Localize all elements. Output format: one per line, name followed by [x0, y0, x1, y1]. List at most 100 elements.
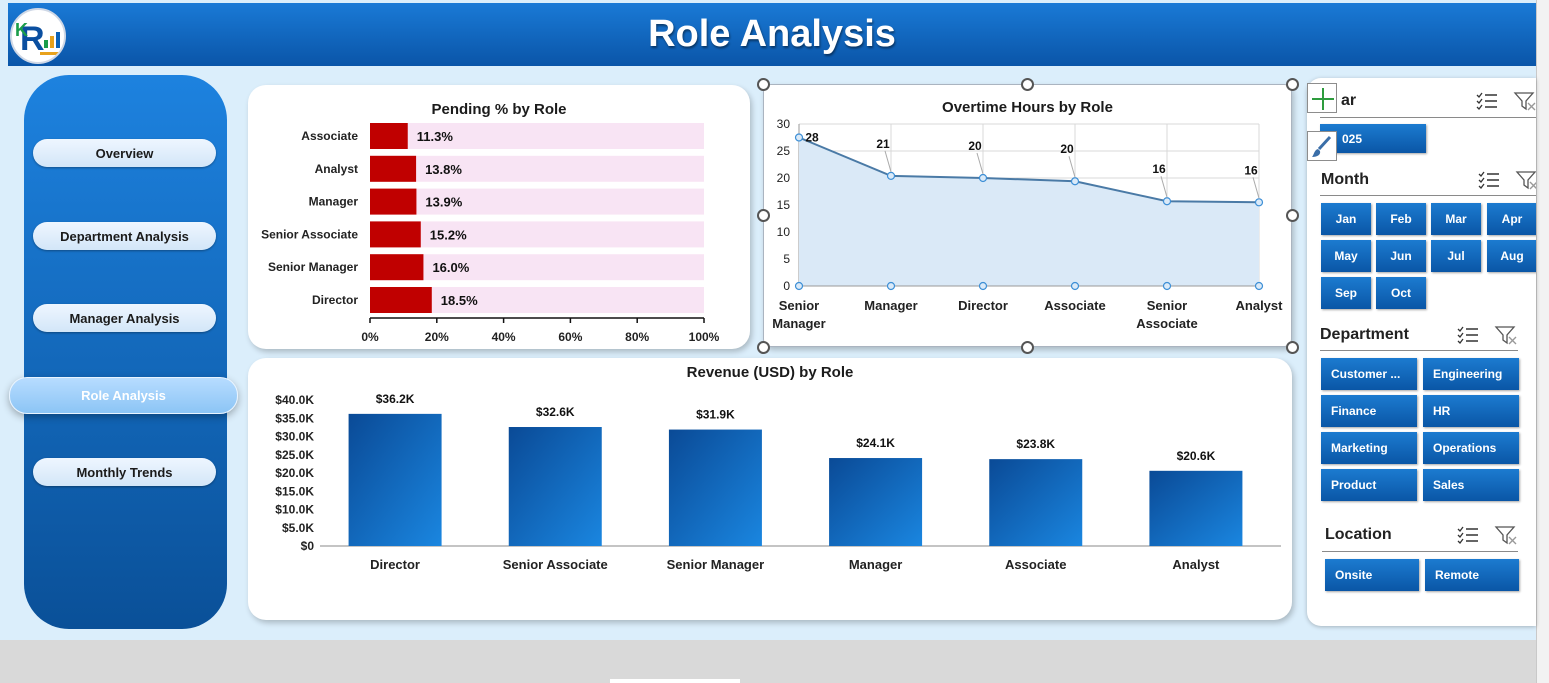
slicer-button[interactable]: Finance [1321, 395, 1417, 427]
category-label: Manager [309, 195, 359, 209]
slicer-button[interactable]: Engineering [1423, 358, 1519, 390]
nav-label: Manager Analysis [69, 310, 180, 326]
bar-track [370, 123, 704, 149]
slicer-divider [1320, 350, 1518, 351]
y-tick-label: 10 [777, 225, 791, 239]
x-tick-label: 60% [558, 330, 582, 344]
slicer-button[interactable]: Feb [1376, 203, 1426, 235]
category-label: Associate [1044, 298, 1105, 313]
bar [370, 221, 421, 248]
clear-filter-icon[interactable] [1494, 324, 1520, 346]
category-label: Analyst [1172, 557, 1220, 572]
overtime-chart-card[interactable]: Overtime Hours by Role 0 5 10 15 20 25 30 28 21 2… [763, 84, 1292, 347]
leader-line [1160, 176, 1168, 198]
style-button[interactable] [1307, 131, 1337, 161]
resize-handle[interactable] [1286, 78, 1299, 91]
slicer-button[interactable]: Remote [1425, 559, 1519, 591]
slicer-button[interactable]: Aug [1487, 240, 1536, 272]
y-tick-label: $20.0K [275, 466, 314, 480]
svg-text:K: K [15, 20, 28, 40]
data-label: 16 [1152, 162, 1166, 176]
chart-title: Overtime Hours by Role [942, 99, 1113, 116]
slicer-button[interactable]: Jul [1431, 240, 1481, 272]
data-label: $20.6K [1177, 449, 1216, 463]
category-label: Senior Associate [261, 227, 358, 241]
bar [348, 413, 442, 546]
slicer-button[interactable]: May [1321, 240, 1371, 272]
bottom-tab [610, 679, 740, 683]
slicer-button[interactable]: Sales [1423, 469, 1519, 501]
slicer-button[interactable]: HR [1423, 395, 1519, 427]
y-tick-label: 5 [783, 252, 790, 266]
clear-filter-icon[interactable] [1515, 169, 1536, 191]
data-label: 15.2% [430, 227, 467, 242]
svg-text:R: R [20, 20, 45, 58]
clear-filter-icon[interactable] [1513, 90, 1536, 112]
pending-chart-card[interactable]: Pending % by Role Associate 11.3% Analyst 1… [248, 85, 750, 349]
data-label: 16 [1244, 163, 1258, 177]
y-tick-label: $0 [301, 539, 315, 553]
category-label: Analyst [1236, 298, 1284, 313]
slicer-button[interactable]: Customer ... [1321, 358, 1417, 390]
resize-handle[interactable] [757, 78, 770, 91]
window-scroll-strip[interactable] [1536, 0, 1549, 683]
x-tick-label: 80% [625, 330, 649, 344]
data-point [886, 171, 896, 180]
category-label: Director [312, 293, 358, 307]
resize-handle[interactable] [1286, 209, 1299, 222]
bar [370, 155, 417, 182]
slicer-title-location: Location [1325, 526, 1392, 543]
clear-filter-icon[interactable] [1494, 524, 1520, 546]
y-tick-label: 30 [777, 117, 791, 131]
revenue-chart-card[interactable]: Revenue (USD) by Role $0 $5.0K $10.0K $15.0… [248, 358, 1292, 620]
baseline-marker [886, 281, 896, 291]
nav-role-analysis-button[interactable]: Role Analysis [9, 377, 238, 414]
resize-handle[interactable] [1021, 78, 1034, 91]
slicer-button[interactable]: Marketing [1321, 432, 1417, 464]
multi-select-icon[interactable] [1475, 90, 1501, 112]
slicer-button[interactable]: Oct [1376, 277, 1426, 309]
area-fill [799, 137, 1259, 286]
bar [370, 188, 417, 215]
multi-select-icon[interactable] [1456, 524, 1482, 546]
page-title: Role Analysis [648, 13, 896, 55]
nav-department-analysis-button[interactable]: Department Analysis [33, 222, 216, 250]
slicer-button[interactable]: Sep [1321, 277, 1371, 309]
category-label: Manager [849, 557, 902, 572]
x-tick-label: 0% [361, 330, 379, 344]
category-label: Manager [864, 298, 917, 313]
bar [989, 459, 1083, 546]
y-tick-label: $25.0K [275, 448, 314, 462]
multi-select-icon[interactable] [1456, 324, 1482, 346]
data-label: 13.8% [425, 162, 462, 177]
resize-handle[interactable] [1021, 341, 1034, 354]
category-label: Senior Manager [667, 557, 765, 572]
resize-handle[interactable] [757, 341, 770, 354]
resize-handle[interactable] [757, 209, 770, 222]
slicer-button[interactable]: Jun [1376, 240, 1426, 272]
slicer-button[interactable]: Operations [1423, 432, 1519, 464]
multi-select-icon[interactable] [1477, 169, 1503, 191]
logo-icon: R K [10, 8, 66, 64]
leader-line [884, 150, 892, 172]
x-tick-label: 40% [492, 330, 516, 344]
slicer-button[interactable]: Apr [1487, 203, 1536, 235]
baseline-marker [1070, 281, 1080, 291]
nav-monthly-trends-button[interactable]: Monthly Trends [33, 458, 216, 486]
slicer-button[interactable]: 025 [1320, 124, 1426, 153]
nav-manager-analysis-button[interactable]: Manager Analysis [33, 304, 216, 332]
resize-handle[interactable] [1286, 341, 1299, 354]
bar [508, 427, 602, 546]
bar [668, 429, 762, 546]
slicer-button[interactable]: Mar [1431, 203, 1481, 235]
data-point [794, 133, 804, 142]
nav-overview-button[interactable]: Overview [33, 139, 216, 167]
title-bar: Role Analysis [8, 3, 1536, 66]
add-element-button[interactable] [1307, 83, 1337, 113]
bar [370, 123, 408, 149]
slicer-button[interactable]: Jan [1321, 203, 1371, 235]
slicer-button[interactable]: Onsite [1325, 559, 1419, 591]
category-label: Senior Associate [1136, 298, 1197, 331]
slicer-button[interactable]: Product [1321, 469, 1417, 501]
baseline-marker [1162, 281, 1172, 291]
